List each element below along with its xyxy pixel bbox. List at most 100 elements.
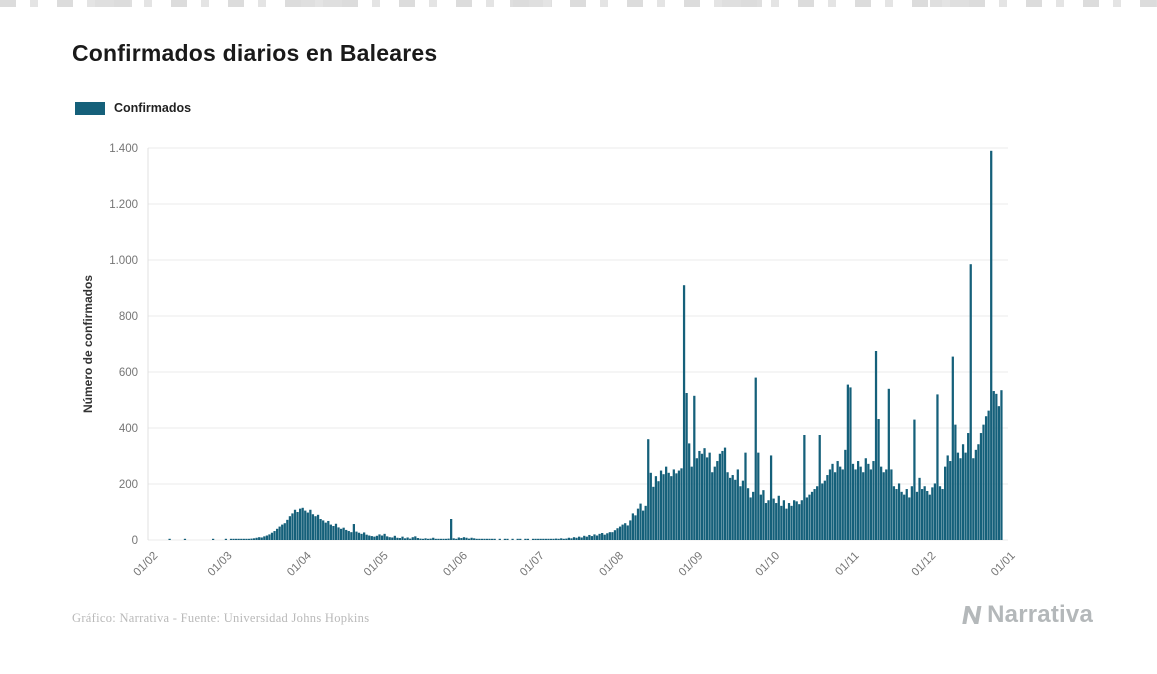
bar <box>816 486 819 540</box>
bar <box>936 394 939 540</box>
bar <box>695 458 698 540</box>
bar <box>685 393 688 540</box>
bar <box>273 531 276 540</box>
bar <box>383 533 386 540</box>
bar <box>265 535 268 540</box>
bar <box>519 538 522 540</box>
bar <box>754 377 757 540</box>
bar <box>892 486 896 540</box>
bar <box>644 505 647 540</box>
bar <box>780 505 783 540</box>
bar <box>252 538 256 540</box>
bar <box>757 452 760 540</box>
bar <box>544 538 547 540</box>
bar <box>964 452 967 540</box>
bar <box>654 476 658 540</box>
bar <box>457 537 460 540</box>
bar <box>787 503 791 540</box>
bar <box>800 500 803 540</box>
bar <box>250 538 253 540</box>
bar <box>997 406 1001 540</box>
bar <box>785 508 788 540</box>
bar <box>826 475 829 540</box>
bar <box>746 488 750 540</box>
bar <box>329 524 332 540</box>
bar <box>309 509 312 540</box>
bar <box>360 533 363 540</box>
x-tick-label: 01/02 <box>132 550 161 579</box>
bar <box>278 526 281 540</box>
bar <box>442 538 445 540</box>
bar <box>375 535 379 540</box>
bar <box>526 538 530 540</box>
bar <box>275 528 279 540</box>
bar <box>864 458 867 540</box>
bar <box>926 491 929 540</box>
bar <box>534 538 537 540</box>
bar <box>452 538 455 540</box>
bar <box>493 538 496 540</box>
bar <box>485 538 489 540</box>
bar <box>299 508 302 540</box>
bar <box>291 513 294 540</box>
bar <box>880 466 883 540</box>
bar <box>967 433 970 540</box>
bar <box>793 500 796 540</box>
bar <box>409 538 412 540</box>
bar <box>713 466 716 540</box>
bar <box>255 537 258 540</box>
bar <box>439 538 443 540</box>
bar <box>334 523 338 540</box>
bar <box>470 537 473 540</box>
bar <box>260 537 263 540</box>
bar <box>235 538 238 540</box>
bar <box>270 532 274 540</box>
bar <box>434 538 437 540</box>
y-tick-label: 1.000 <box>109 255 138 267</box>
bar <box>726 472 729 540</box>
y-axis-title: Número de confirmados <box>81 274 95 414</box>
bar <box>790 505 793 540</box>
bar <box>782 500 786 540</box>
bar <box>723 447 727 540</box>
bar <box>872 461 875 540</box>
bar <box>682 285 686 540</box>
bar <box>711 472 714 540</box>
bar <box>247 538 251 540</box>
page-title: Confirmados diarios en Baleares <box>72 40 438 66</box>
bar <box>304 510 307 540</box>
bar <box>841 469 844 540</box>
bar <box>690 466 693 540</box>
bar <box>560 538 563 540</box>
bar <box>554 538 558 540</box>
bar <box>339 528 343 540</box>
bar <box>1000 390 1003 540</box>
bar <box>258 537 261 540</box>
x-tick-label: 01/12 <box>910 550 939 579</box>
y-tick-label: 1.400 <box>109 143 138 155</box>
bar <box>905 489 908 540</box>
y-tick-label: 400 <box>119 423 138 435</box>
bar <box>539 538 542 540</box>
bar <box>498 538 501 540</box>
bar <box>851 463 855 540</box>
bar <box>357 532 361 540</box>
bar <box>424 538 427 540</box>
bar <box>647 439 650 540</box>
bar <box>516 538 519 540</box>
bar <box>480 538 483 540</box>
bar <box>931 487 934 540</box>
bar <box>680 468 683 540</box>
bar <box>869 469 873 540</box>
bar <box>281 524 284 540</box>
bar <box>613 530 617 540</box>
bar <box>288 516 292 540</box>
bar <box>659 470 663 540</box>
bar <box>972 458 975 540</box>
bar <box>549 538 553 540</box>
x-tick-label: 01/09 <box>677 550 706 579</box>
bar <box>995 393 998 540</box>
bar <box>437 538 440 540</box>
bar <box>670 476 673 540</box>
bar <box>537 538 540 540</box>
